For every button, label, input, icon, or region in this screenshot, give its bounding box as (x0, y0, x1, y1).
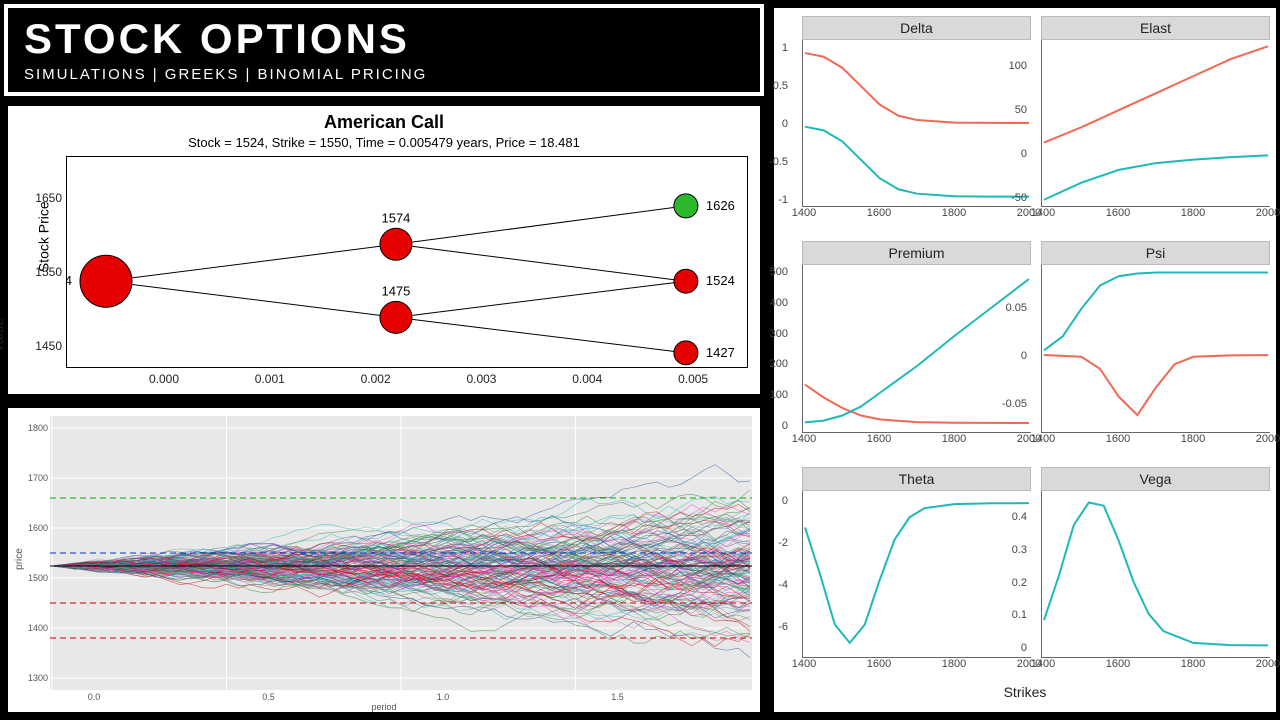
sim-plot-area (50, 416, 752, 690)
greek-delta-chart: Delta-1-0.500.511400160018002000 (802, 16, 1031, 231)
page-title: STOCK OPTIONS (24, 18, 744, 60)
greek-title: Theta (802, 467, 1031, 491)
binomial-subtitle: Stock = 1524, Strike = 1550, Time = 0.00… (8, 135, 760, 150)
greek-theta-chart: Theta-6-4-201400160018002000 (802, 467, 1031, 682)
greek-title: Premium (802, 241, 1031, 265)
sim-xlabel: period (371, 702, 396, 712)
binomial-xticks: 0.0000.0010.0020.0030.0040.005 (66, 372, 748, 388)
greek-elast-chart: Elast-500501001400160018002000 (1041, 16, 1270, 231)
svg-text:1626: 1626 (706, 198, 735, 213)
svg-text:1427: 1427 (706, 345, 735, 360)
binomial-plot-area: 1524 1574 1475 1626 1524 1427 (66, 156, 748, 368)
greeks-xlabel: Strikes (780, 684, 1270, 700)
greeks-ylabel: value (0, 318, 6, 351)
binomial-tree-chart: American Call Stock = 1524, Strike = 155… (4, 102, 764, 398)
svg-text:1524: 1524 (66, 273, 72, 288)
sim-xticks: 0.00.51.01.5 (50, 692, 752, 704)
greek-title: Psi (1041, 241, 1270, 265)
binomial-title: American Call (8, 112, 760, 133)
sim-yticks: 130014001500160017001800 (30, 416, 48, 690)
greek-title: Elast (1041, 16, 1270, 40)
svg-text:1475: 1475 (381, 283, 410, 298)
binomial-yticks: 145015501650 (36, 156, 62, 368)
greek-title: Delta (802, 16, 1031, 40)
greek-psi-chart: Psi-0.0500.051400160018002000 (1041, 241, 1270, 456)
sim-ylabel: price (14, 548, 25, 570)
svg-text:1574: 1574 (381, 210, 410, 225)
simulation-chart: price 130014001500160017001800 0.00.51.0… (4, 404, 764, 716)
header-panel: STOCK OPTIONS SIMULATIONS | GREEKS | BIN… (4, 4, 764, 96)
greek-premium-chart: Premium01002003004005001400160018002000 (802, 241, 1031, 456)
greeks-panel: value Delta-1-0.500.511400160018002000El… (770, 4, 1280, 716)
page-subtitle: SIMULATIONS | GREEKS | BINOMIAL PRICING (24, 66, 744, 83)
greek-title: Vega (1041, 467, 1270, 491)
svg-text:1524: 1524 (706, 273, 735, 288)
greek-vega-chart: Vega00.10.20.30.41400160018002000 (1041, 467, 1270, 682)
